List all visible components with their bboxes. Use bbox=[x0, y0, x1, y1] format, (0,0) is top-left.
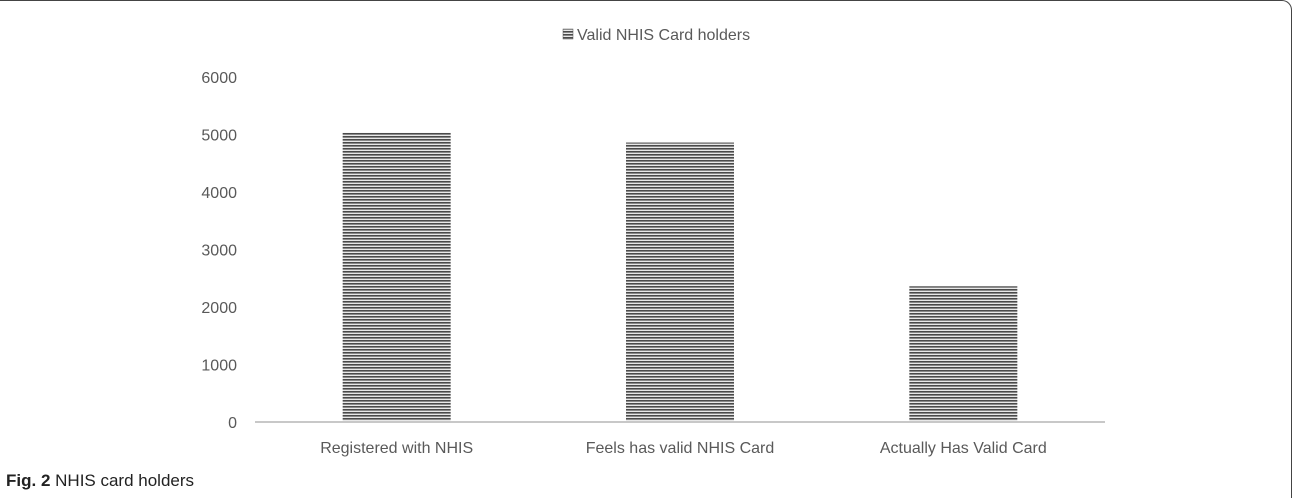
x-category-label: Registered with NHIS bbox=[320, 440, 473, 457]
legend: Valid NHIS Card holders bbox=[562, 27, 750, 44]
bar bbox=[342, 132, 451, 422]
y-tick-label: 2000 bbox=[201, 300, 237, 317]
x-category-label: Actually Has Valid Card bbox=[880, 440, 1047, 457]
bar bbox=[626, 142, 734, 423]
y-tick-label: 5000 bbox=[201, 128, 237, 145]
bars bbox=[342, 132, 1018, 423]
y-tick-label: 6000 bbox=[201, 70, 237, 87]
y-tick-label: 3000 bbox=[201, 243, 237, 260]
legend-swatch bbox=[562, 28, 574, 40]
bar-chart: Valid NHIS Card holders 0 1000 2000 3000 400… bbox=[201, 27, 1105, 457]
caption-label: Fig. 2 bbox=[6, 471, 51, 490]
y-tick-label: 0 bbox=[228, 415, 237, 432]
caption-text: NHIS card holders bbox=[55, 471, 195, 490]
x-category-label: Feels has valid NHIS Card bbox=[586, 440, 775, 457]
legend-label: Valid NHIS Card holders bbox=[577, 27, 750, 44]
y-tick-label: 1000 bbox=[201, 358, 237, 375]
bar bbox=[909, 286, 1018, 422]
x-axis-category-labels: Registered with NHIS Feels has valid NHIS… bbox=[320, 440, 1047, 457]
y-tick-label: 4000 bbox=[201, 185, 237, 202]
figure-caption: Fig. 2 NHIS card holders bbox=[6, 471, 194, 491]
y-axis-tick-labels: 0 1000 2000 3000 4000 5000 6000 bbox=[201, 70, 237, 432]
